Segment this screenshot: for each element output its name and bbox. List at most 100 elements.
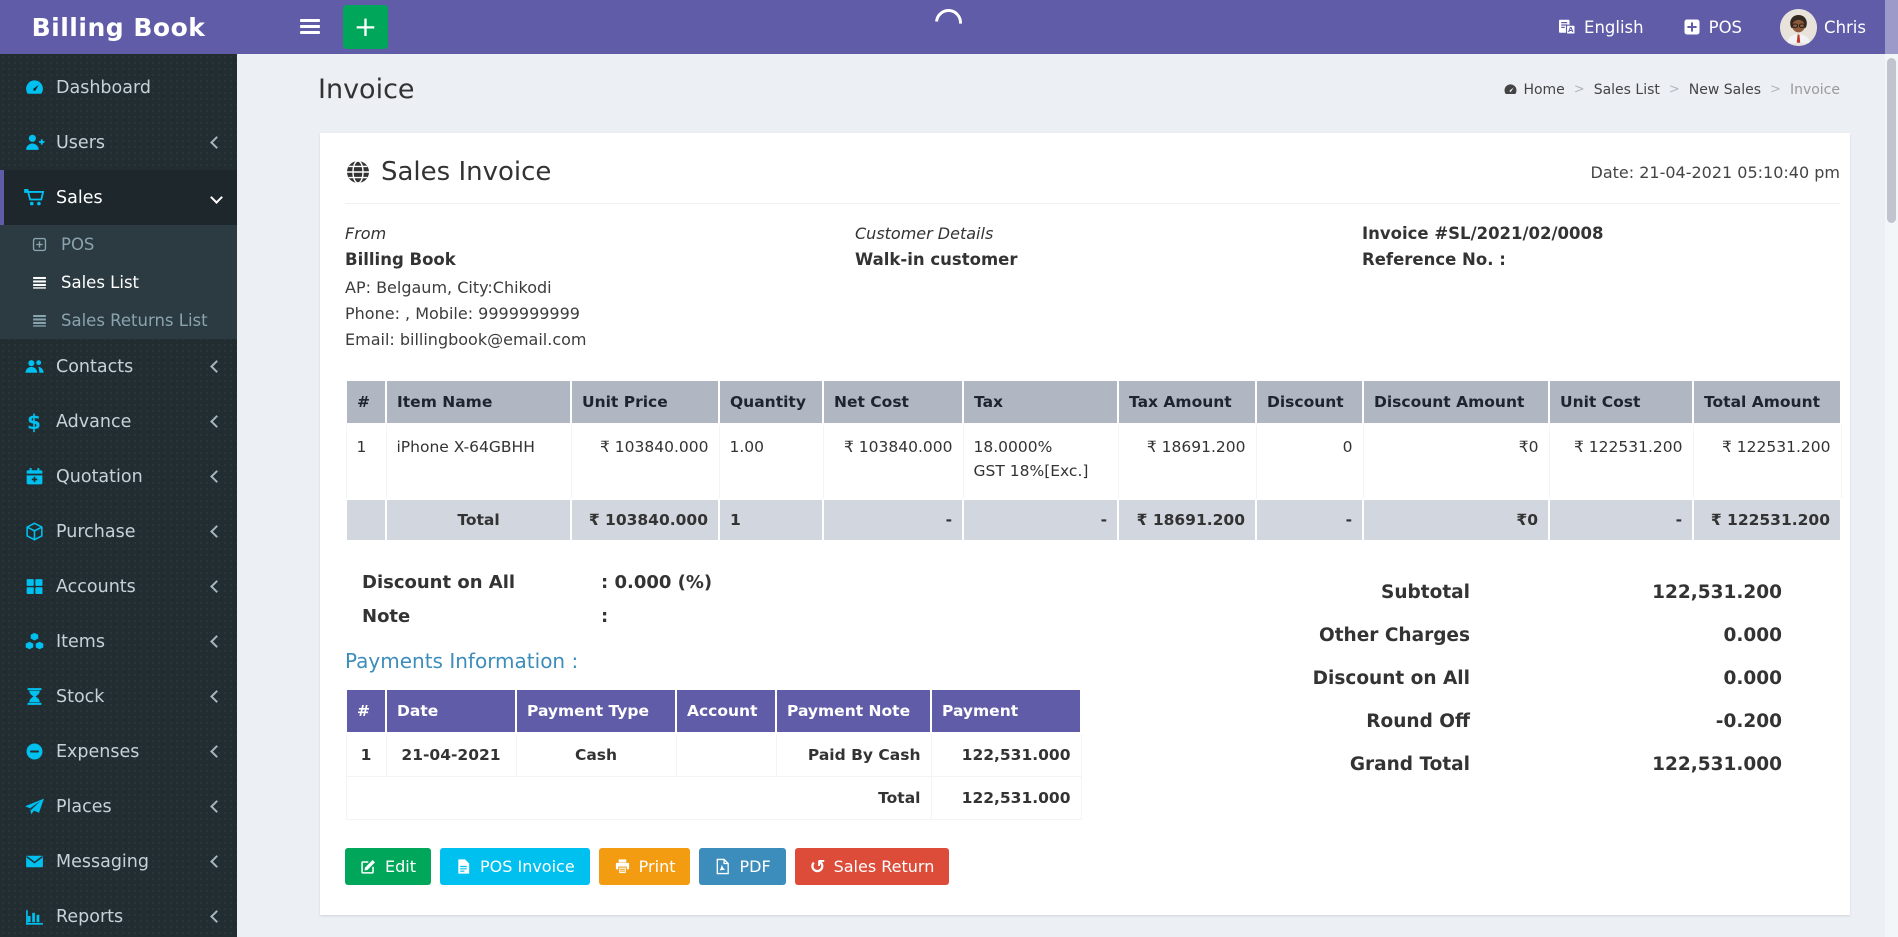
sidebar-item-pos[interactable]: POS xyxy=(0,225,237,263)
col-discount-amount: Discount Amount xyxy=(1362,379,1550,425)
sidebar-item-quotation[interactable]: Quotation xyxy=(0,449,237,504)
sidebar-item-purchase[interactable]: Purchase xyxy=(0,504,237,559)
payment-date: 21-04-2021 xyxy=(385,732,517,777)
sidebar-item-stock[interactable]: Stock xyxy=(0,669,237,724)
sidebar-item-contacts[interactable]: Contacts xyxy=(0,339,237,394)
col-quantity: Quantity xyxy=(718,379,824,425)
chevron-left-icon xyxy=(210,635,223,648)
user-menu[interactable]: Chris xyxy=(1780,8,1866,46)
item-row: 1 iPhone X-64GBHH ₹ 103840.000 1.00 ₹ 10… xyxy=(345,423,1842,500)
note-label: Note xyxy=(362,606,411,627)
sidebar-item-label: Reports xyxy=(56,906,124,927)
sidebar-item-label: Sales Returns List xyxy=(61,310,208,330)
summary-row-subtotal: Subtotal 122,531.200 xyxy=(1250,582,1782,603)
sidebar-item-reports[interactable]: Reports xyxy=(0,889,237,937)
menu-toggle-button[interactable] xyxy=(300,16,322,38)
file-icon xyxy=(458,859,470,874)
action-buttons: Edit POS Invoice Print PDF xyxy=(345,848,1085,885)
chevron-left-icon xyxy=(210,470,223,483)
chevron-left-icon xyxy=(210,580,223,593)
sidebar-item-accounts[interactable]: Accounts xyxy=(0,559,237,614)
totals-summary: Subtotal 122,531.200 Other Charges 0.000… xyxy=(1250,572,1782,885)
envelope-icon xyxy=(22,851,46,873)
col-tax: Tax xyxy=(962,379,1119,425)
dollar-icon: $ xyxy=(27,409,41,434)
total-amount: ₹ 122531.200 xyxy=(1692,498,1842,542)
payments-total-row: Total 122,531.000 xyxy=(345,776,1082,820)
pcol-payment: Payment xyxy=(930,688,1082,734)
summary-label: Subtotal xyxy=(1381,582,1470,603)
quick-add-button[interactable]: + xyxy=(343,5,388,49)
list-icon xyxy=(31,311,51,329)
col-num: # xyxy=(345,379,387,425)
pos-shortcut[interactable]: POS xyxy=(1682,17,1742,37)
summary-label: Discount on All xyxy=(1312,668,1470,689)
invoice-title-text: Sales Invoice xyxy=(381,157,552,187)
invoice-date: Date: 21-04-2021 05:10:40 pm xyxy=(1590,162,1840,182)
sidebar-item-advance[interactable]: $ Advance xyxy=(0,394,237,449)
payment-account xyxy=(675,732,777,777)
breadcrumb-sales-list[interactable]: Sales List xyxy=(1565,82,1660,98)
sidebar-item-items[interactable]: Items xyxy=(0,614,237,669)
sidebar-item-label: Expenses xyxy=(56,741,140,762)
print-button[interactable]: Print xyxy=(598,848,691,885)
sidebar-item-label: Quotation xyxy=(56,466,143,487)
scrollbar-track[interactable] xyxy=(1885,0,1898,937)
sidebar-item-places[interactable]: Places xyxy=(0,779,237,834)
sidebar-item-sales-list[interactable]: Sales List xyxy=(0,263,237,301)
summary-row-discount: Discount on All 0.000 xyxy=(1250,668,1782,689)
sidebar-item-dashboard[interactable]: Dashboard xyxy=(0,60,237,115)
item-tax: 18.0000% GST 18%[Exc.] xyxy=(962,423,1119,500)
breadcrumb-new-sales[interactable]: New Sales xyxy=(1660,82,1761,98)
app-logo[interactable]: Billing Book xyxy=(0,0,237,54)
breadcrumb-home[interactable]: Home xyxy=(1503,82,1565,98)
sidebar-item-messaging[interactable]: Messaging xyxy=(0,834,237,889)
language-menu[interactable]: A English xyxy=(1557,17,1644,37)
summary-row-grand-total: Grand Total 122,531.000 xyxy=(1250,754,1782,775)
pcol-num: # xyxy=(345,688,387,734)
bar-chart-icon xyxy=(22,906,46,928)
total-tax: - xyxy=(962,498,1119,542)
sales-return-button[interactable]: ↺ Sales Return xyxy=(794,848,950,885)
home-icon xyxy=(1503,82,1518,97)
avatar xyxy=(1780,8,1818,46)
summary-label: Other Charges xyxy=(1318,625,1470,646)
scrollbar-thumb[interactable] xyxy=(1887,58,1896,223)
cube-icon xyxy=(22,521,46,543)
sidebar-item-label: Places xyxy=(56,796,112,817)
pdf-button[interactable]: PDF xyxy=(699,848,786,885)
breadcrumb: Home Sales List New Sales Invoice xyxy=(1503,82,1840,98)
chevron-left-icon xyxy=(210,800,223,813)
edit-button[interactable]: Edit xyxy=(345,848,431,885)
loading-spinner xyxy=(929,3,968,42)
hourglass-icon xyxy=(22,686,46,708)
pos-invoice-button[interactable]: POS Invoice xyxy=(439,848,590,885)
reference-number: Reference No. : xyxy=(1362,250,1506,269)
discount-on-all-label: Discount on All xyxy=(362,572,516,593)
chevron-left-icon xyxy=(210,745,223,758)
page-title: Invoice xyxy=(318,74,415,105)
topbar: + A English POS Chris xyxy=(237,0,1898,54)
invoice-header: Sales Invoice Date: 21-04-2021 05:10:40 … xyxy=(345,149,1840,204)
items-total-row: Total ₹ 103840.000 1 - - ₹ 18691.200 - ₹… xyxy=(345,498,1842,542)
summary-label: Grand Total xyxy=(1349,754,1470,775)
invoice-title: Sales Invoice xyxy=(345,157,551,187)
sidebar-item-sales-returns-list[interactable]: Sales Returns List xyxy=(0,301,237,339)
item-discount-amount: ₹0 xyxy=(1362,423,1550,500)
sidebar-item-users[interactable]: Users xyxy=(0,115,237,170)
payments-header-row: # Date Payment Type Account Payment Note… xyxy=(345,688,1082,734)
chevron-left-icon xyxy=(210,360,223,373)
item-qty: 1.00 xyxy=(718,423,824,500)
note-value: : xyxy=(601,606,609,627)
button-label: POS Invoice xyxy=(479,857,575,876)
chevron-left-icon xyxy=(210,415,223,428)
payment-type: Cash xyxy=(515,732,677,777)
sidebar-item-expenses[interactable]: Expenses xyxy=(0,724,237,779)
payments-total-value: 122,531.000 xyxy=(930,776,1082,820)
users-icon xyxy=(22,356,46,378)
items-header-row: # Item Name Unit Price Quantity Net Cost… xyxy=(345,379,1842,425)
item-total: ₹ 122531.200 xyxy=(1692,423,1842,500)
sidebar-item-sales[interactable]: Sales xyxy=(0,170,237,225)
print-icon xyxy=(615,859,629,875)
summary-value: -0.200 xyxy=(1715,711,1782,732)
